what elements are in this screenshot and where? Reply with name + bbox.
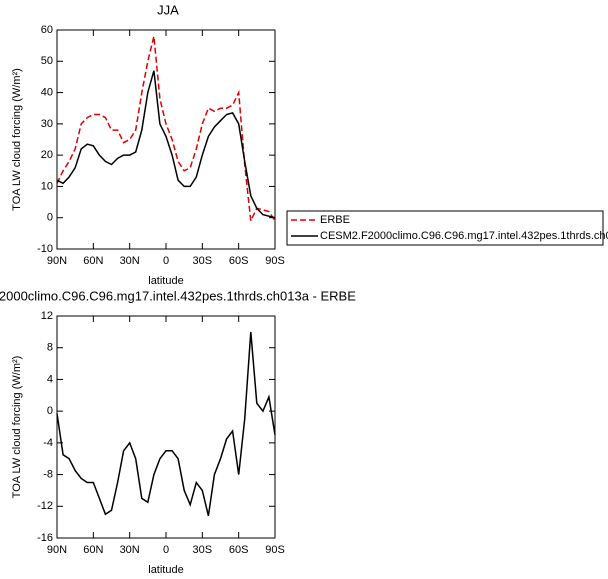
x-tick-label: 60S <box>229 544 249 556</box>
y-tick-label: -10 <box>37 243 53 255</box>
legend-label: ERBE <box>320 214 350 226</box>
x-axis-label: latitude <box>148 275 183 287</box>
y-tick-label: 0 <box>47 405 53 417</box>
series-line <box>56 331 276 516</box>
y-axis-label: TOA LW cloud forcing (W/m²) <box>11 356 23 499</box>
y-tick-label: 8 <box>47 342 53 354</box>
x-tick-label: 90N <box>47 544 67 556</box>
y-tick-label: -8 <box>43 468 53 480</box>
x-tick-label: 60N <box>83 255 103 267</box>
x-tick-label: 30S <box>193 255 213 267</box>
x-tick-label: 90N <box>47 255 67 267</box>
y-tick-label: 20 <box>41 149 53 161</box>
y-tick-label: -4 <box>43 437 53 449</box>
y-tick-label: 50 <box>41 55 53 67</box>
legend-label: CESM2.F2000climo.C96.C96.mg17.intel.432p… <box>320 230 608 242</box>
y-tick-label: -12 <box>37 500 53 512</box>
y-tick-label: 40 <box>41 86 53 98</box>
y-tick-label: 10 <box>41 180 53 192</box>
x-tick-label: 60S <box>229 255 249 267</box>
chart-title: JJA <box>157 2 179 17</box>
plot-frame <box>56 29 276 250</box>
x-tick-label: 0 <box>163 544 169 556</box>
x-tick-label: 30N <box>120 544 140 556</box>
x-tick-label: 30S <box>193 544 213 556</box>
x-tick-label: 60N <box>83 544 103 556</box>
x-tick-label: 30N <box>120 255 140 267</box>
legend-box <box>286 210 604 246</box>
y-tick-label: 12 <box>41 310 53 322</box>
x-tick-label: 90S <box>265 544 285 556</box>
x-tick-label: 0 <box>163 255 169 267</box>
series-line <box>56 36 276 224</box>
y-tick-label: 60 <box>41 24 53 36</box>
plot-frame <box>56 315 276 539</box>
chart-title: 2.F2000climo.C96.C96.mg17.intel.432pes.1… <box>0 288 356 303</box>
x-axis-label: latitude <box>148 564 183 576</box>
x-tick-label: 90S <box>265 255 285 267</box>
y-tick-label: -16 <box>37 532 53 544</box>
y-tick-label: 4 <box>47 373 53 385</box>
y-tick-label: 30 <box>41 118 53 130</box>
y-tick-label: 0 <box>47 212 53 224</box>
y-axis-label: TOA LW cloud forcing (W/m²) <box>11 68 23 211</box>
series-line <box>56 70 276 219</box>
